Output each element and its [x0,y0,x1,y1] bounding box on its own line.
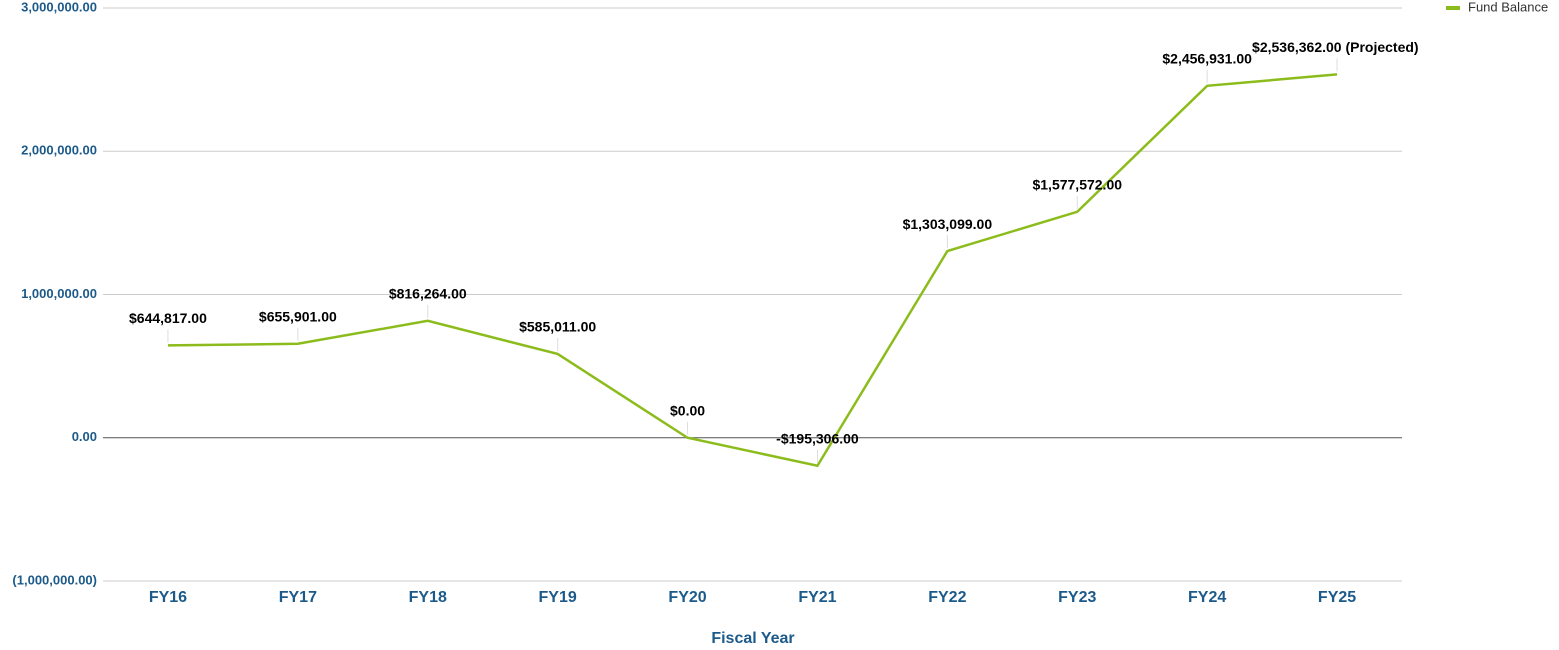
data-label: $655,901.00 [259,308,337,324]
x-tick-label: FY22 [928,589,966,606]
y-tick-label: 0.00 [72,429,97,444]
x-tick-label: FY17 [279,589,317,606]
x-tick-label: FY23 [1058,589,1096,606]
x-axis-label: Fiscal Year [711,630,794,647]
x-tick-label: FY21 [798,589,836,606]
x-tick-label: FY18 [409,589,447,606]
data-label: $2,536,362.00 (Projected) [1252,39,1419,55]
x-tick-label: FY16 [149,589,187,606]
data-line [167,73,1338,468]
legend-label: Fund Balance [1468,0,1548,14]
y-tick-label: 1,000,000.00 [21,286,97,301]
legend-swatch [1446,6,1460,10]
data-label: $816,264.00 [389,286,467,302]
data-label: $585,011.00 [519,319,596,335]
data-label: $1,303,099.00 [903,216,993,232]
y-tick-label: (1,000,000.00) [12,572,97,587]
data-label: -$195,306.00 [776,430,859,446]
y-tick-label: 3,000,000.00 [21,0,97,14]
x-tick-label: FY24 [1188,589,1226,606]
x-tick-label: FY19 [539,589,577,606]
data-label: $1,577,572.00 [1032,176,1122,192]
data-label: $2,456,931.00 [1162,50,1252,66]
x-tick-label: FY25 [1318,589,1356,606]
y-tick-label: 2,000,000.00 [21,143,97,158]
data-label: $644,817.00 [129,310,207,326]
data-label: $0.00 [670,402,705,418]
x-tick-label: FY20 [668,589,706,606]
